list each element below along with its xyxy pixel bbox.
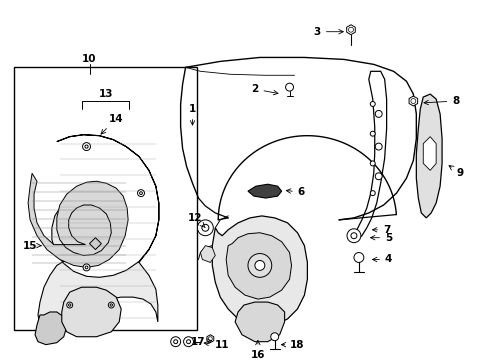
Bar [14, 67, 197, 330]
Polygon shape [61, 287, 121, 337]
Text: 2: 2 [251, 84, 277, 95]
Text: 1: 1 [188, 104, 196, 125]
Circle shape [270, 333, 278, 341]
Text: 14: 14 [101, 114, 123, 134]
Circle shape [108, 302, 114, 308]
Circle shape [85, 266, 88, 269]
Circle shape [369, 191, 374, 195]
Circle shape [208, 337, 212, 341]
Circle shape [173, 340, 177, 344]
Circle shape [350, 233, 356, 239]
Circle shape [247, 253, 271, 277]
Polygon shape [35, 312, 66, 345]
Polygon shape [346, 25, 354, 35]
Text: 8: 8 [423, 96, 459, 106]
Circle shape [353, 253, 363, 262]
Circle shape [68, 304, 71, 306]
Circle shape [202, 224, 208, 231]
Polygon shape [226, 233, 291, 299]
Circle shape [83, 264, 90, 271]
Circle shape [348, 27, 353, 32]
Polygon shape [28, 173, 128, 267]
Circle shape [170, 337, 180, 347]
Polygon shape [415, 94, 441, 218]
Circle shape [197, 220, 213, 236]
Text: 13: 13 [99, 89, 113, 99]
Circle shape [374, 143, 382, 150]
Polygon shape [200, 246, 215, 262]
Text: 5: 5 [370, 233, 391, 243]
Circle shape [82, 143, 90, 150]
Text: 12: 12 [188, 213, 205, 228]
Polygon shape [38, 135, 159, 329]
Polygon shape [212, 216, 307, 327]
Circle shape [140, 192, 142, 194]
Text: 17: 17 [191, 337, 211, 347]
Text: 18: 18 [281, 339, 304, 350]
Circle shape [110, 304, 112, 306]
Circle shape [186, 340, 190, 344]
Circle shape [369, 102, 374, 107]
Text: 15: 15 [23, 240, 41, 251]
Polygon shape [235, 302, 284, 342]
Text: 10: 10 [82, 54, 97, 64]
Polygon shape [89, 238, 101, 249]
Circle shape [410, 99, 415, 103]
Text: 9: 9 [448, 166, 463, 178]
Text: 16: 16 [250, 341, 264, 360]
Circle shape [374, 173, 382, 180]
Circle shape [369, 161, 374, 166]
Circle shape [85, 145, 88, 148]
Circle shape [183, 337, 193, 347]
Circle shape [285, 83, 293, 91]
Circle shape [374, 111, 382, 117]
Polygon shape [353, 71, 386, 240]
Circle shape [369, 131, 374, 136]
Polygon shape [206, 335, 213, 343]
Polygon shape [247, 184, 281, 198]
Text: 11: 11 [203, 339, 229, 350]
Polygon shape [423, 137, 435, 170]
Text: 7: 7 [372, 225, 389, 235]
Polygon shape [408, 96, 417, 106]
Circle shape [254, 261, 264, 270]
Text: 4: 4 [372, 255, 391, 265]
Circle shape [346, 229, 360, 243]
Text: 6: 6 [286, 187, 305, 197]
Circle shape [66, 302, 73, 308]
Circle shape [137, 190, 144, 197]
Text: 3: 3 [313, 27, 343, 37]
